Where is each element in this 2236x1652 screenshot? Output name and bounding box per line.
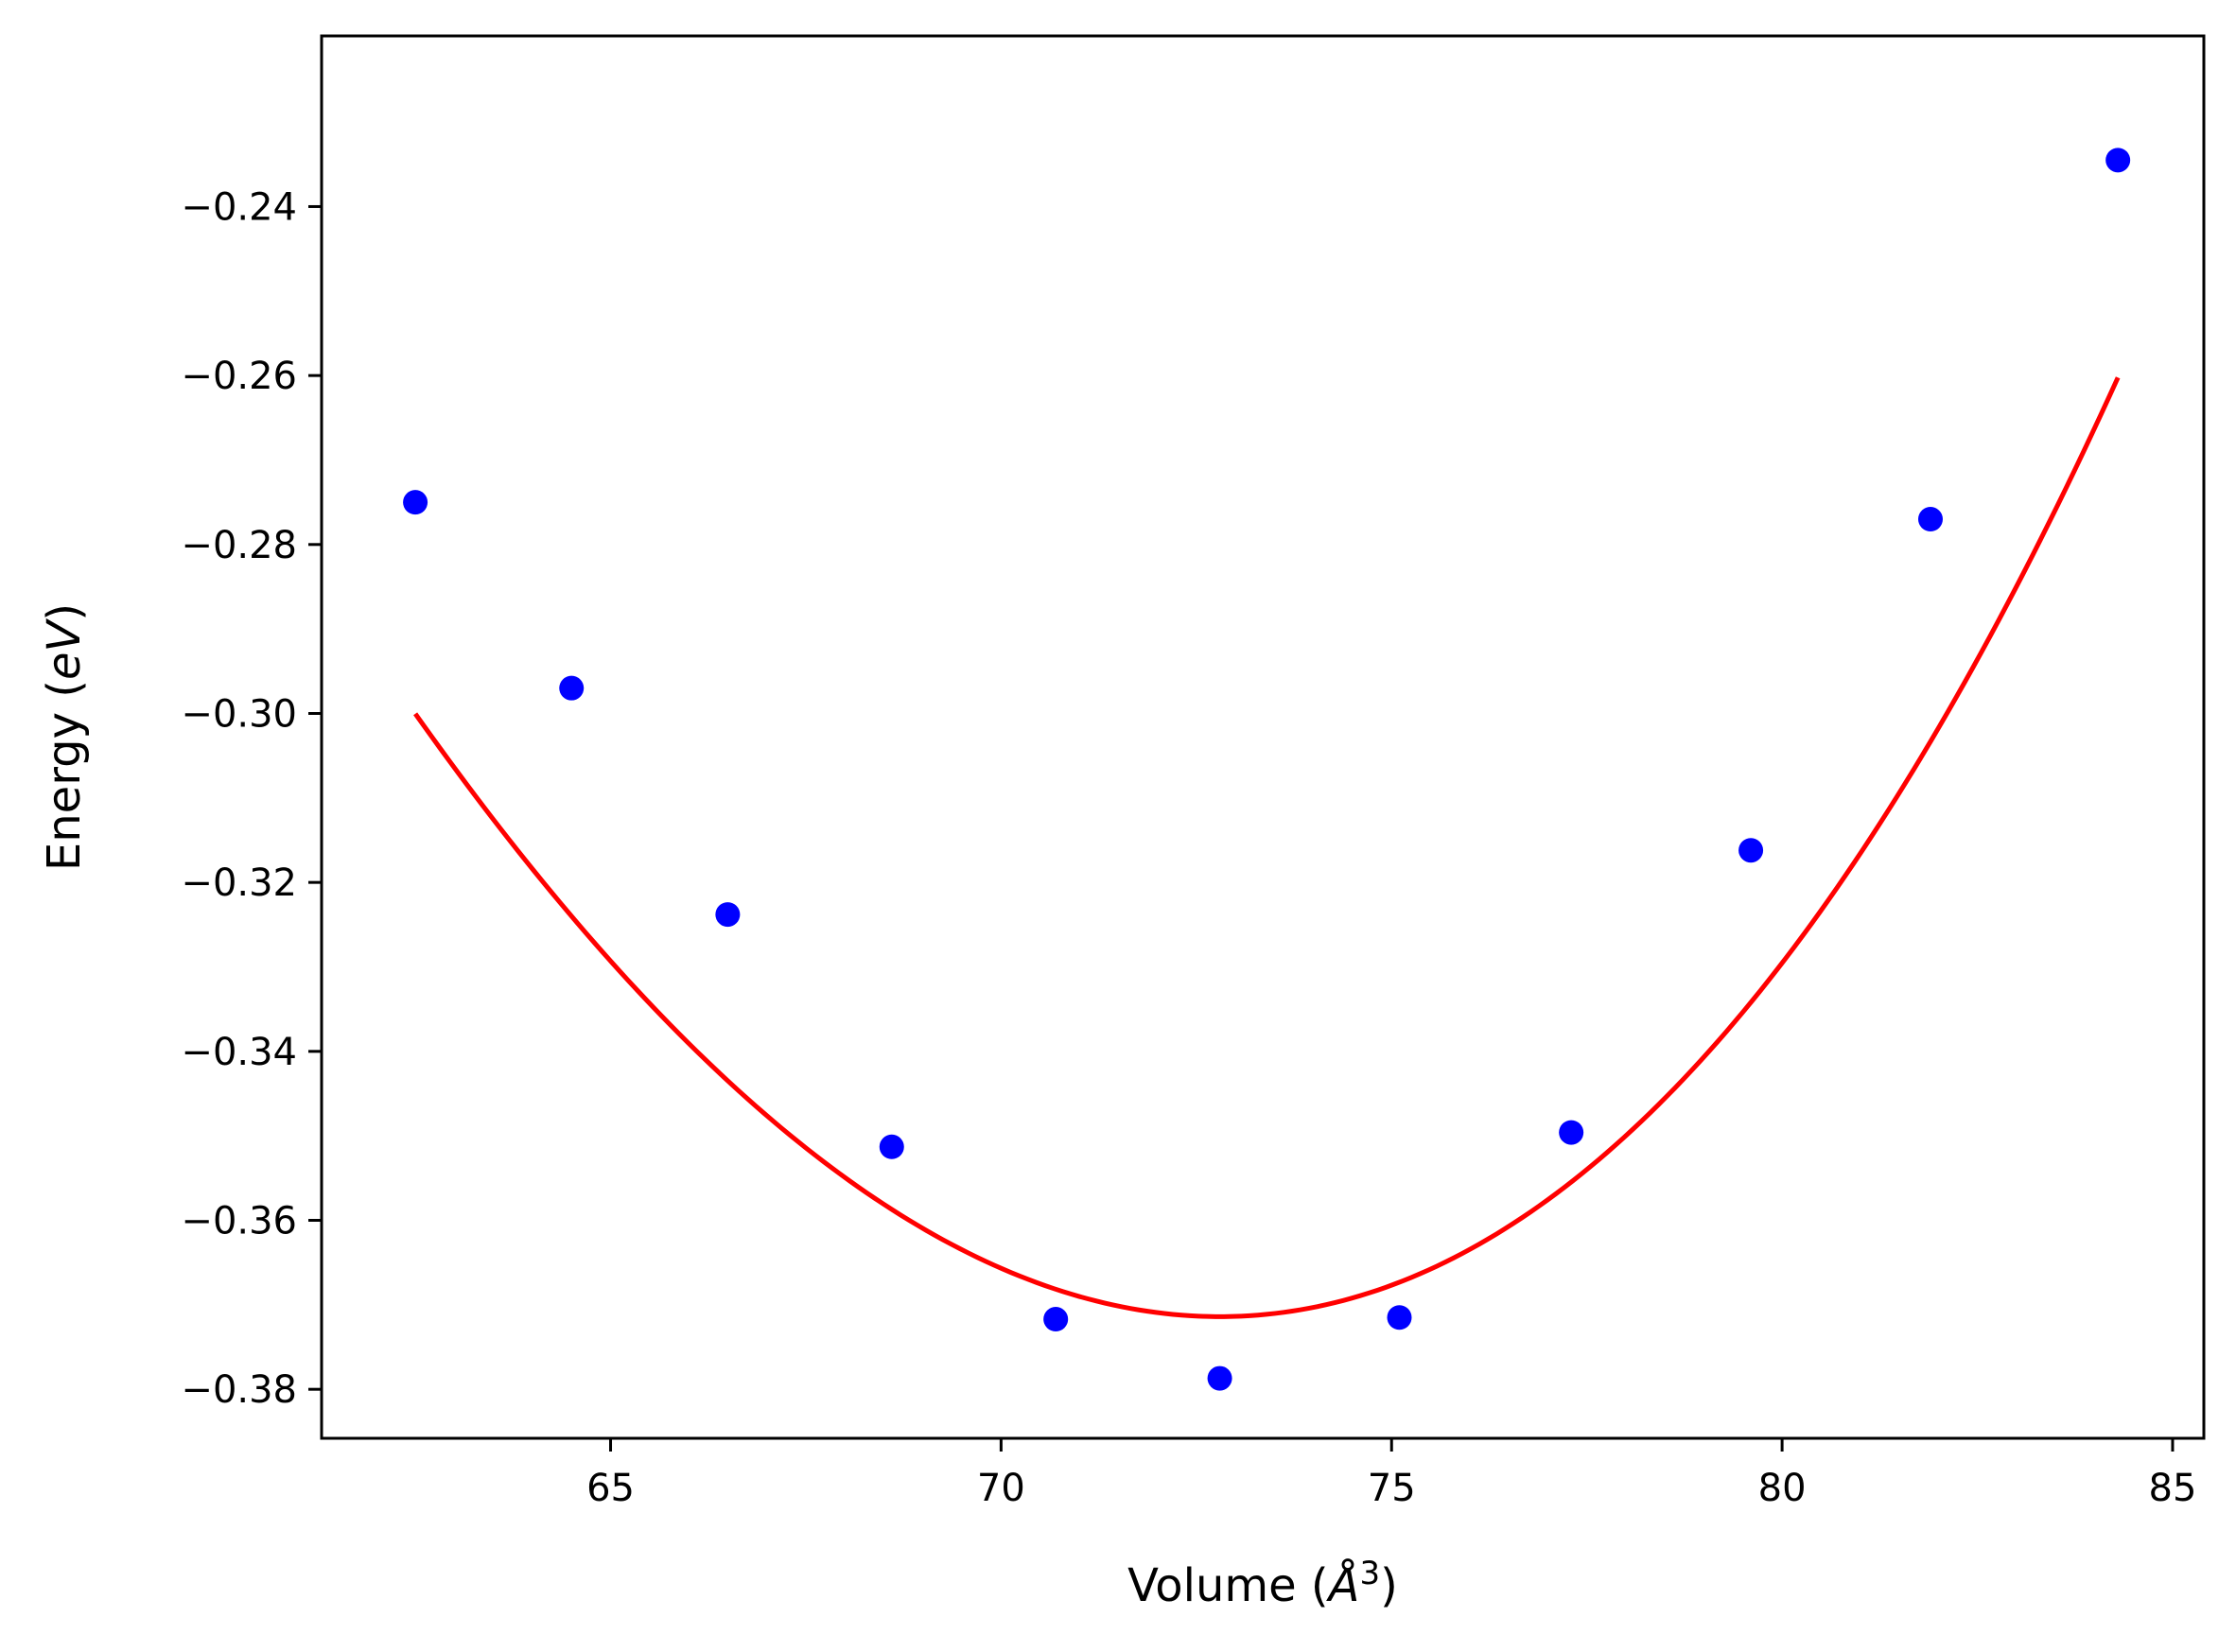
plot-area [403, 148, 2131, 1391]
y-tick-label: −0.34 [181, 1031, 297, 1074]
y-axis-label: Energy (eV) [38, 603, 91, 871]
data-point [1387, 1305, 1412, 1330]
y-tick-label: −0.28 [181, 524, 297, 567]
data-point [1738, 838, 1764, 863]
y-tick-label: −0.26 [181, 355, 297, 398]
x-tick-label: 75 [1368, 1467, 1416, 1510]
data-point [1207, 1365, 1232, 1391]
y-tick-label: −0.38 [181, 1368, 297, 1412]
axes-frame [320, 34, 2206, 1440]
x-tick-label: 65 [586, 1467, 635, 1510]
data-point [879, 1134, 904, 1159]
y-axis-ticks: −0.38 −0.36 −0.34 −0.32 −0.30 −0.28 −0.26 −0.24 [181, 185, 322, 1412]
x-tick-label: 85 [2149, 1467, 2197, 1510]
x-tick-label: 70 [977, 1467, 1025, 1510]
y-tick-label: −0.32 [181, 861, 297, 905]
data-point [715, 902, 741, 928]
data-point [559, 675, 585, 701]
data-point [1043, 1307, 1069, 1332]
x-axis-label: Volume (Å3) [1127, 1555, 1398, 1612]
data-point [2105, 148, 2131, 173]
y-tick-label: −0.24 [181, 185, 297, 229]
data-point [403, 490, 428, 515]
fit-curve [413, 376, 2121, 1319]
x-axis-ticks: 65 70 75 80 85 [586, 1438, 2196, 1510]
data-point [1917, 507, 1943, 532]
y-tick-label: −0.30 [181, 692, 297, 736]
x-tick-label: 80 [1758, 1467, 1807, 1510]
data-point [1559, 1120, 1584, 1145]
y-tick-label: −0.36 [181, 1200, 297, 1243]
